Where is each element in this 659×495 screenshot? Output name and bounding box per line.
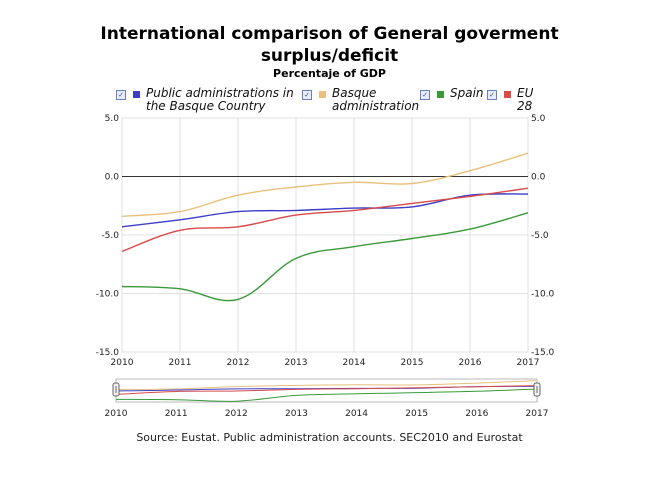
legend-checkbox-basque-administration[interactable]: ✓ <box>302 90 312 100</box>
y-tick-label-right: -15.0 <box>531 348 555 358</box>
y-tick-label-left: -5.0 <box>101 231 119 241</box>
navigator-x-labels: 2010 2011 2012 2013 2014 2015 2016 2017 <box>105 409 549 419</box>
legend-label-basque-country[interactable]: Public administrations in the Basque Cou… <box>146 87 294 113</box>
navigator-x-tick-label: 2011 <box>165 409 188 419</box>
y-tick-label-left: -10.0 <box>96 290 120 300</box>
x-tick-label: 2016 <box>459 358 482 368</box>
legend-label-line1: Public administrations in <box>146 86 294 100</box>
legend-swatch-basque-administration <box>319 91 326 98</box>
x-tick-label: 2015 <box>401 358 424 368</box>
source-note: Source: Eustat. Public administration ac… <box>136 431 523 444</box>
legend-label-eu28[interactable]: EU 28 <box>517 87 533 113</box>
legend-label-line1: Basque <box>332 86 377 100</box>
x-tick-label: 2017 <box>517 358 540 368</box>
navigator-x-tick-label: 2014 <box>345 409 368 419</box>
legend-checkbox-eu28[interactable]: ✓ <box>487 90 497 100</box>
axes: 2010 2011 2012 2013 2014 2015 2016 2017 5.0 5.0 0.… <box>96 114 555 368</box>
y-tick-label-left: 0.0 <box>105 173 120 183</box>
navigator-x-tick-label: 2016 <box>465 409 488 419</box>
legend-swatch-eu28 <box>504 91 511 98</box>
series-line-0 <box>121 193 529 228</box>
y-tick-label-left: -15.0 <box>96 348 120 358</box>
legend-checkbox-spain[interactable]: ✓ <box>420 90 430 100</box>
legend-swatch-spain <box>437 91 444 98</box>
navigator-x-tick-label: 2013 <box>285 409 308 419</box>
y-tick-label-right: -5.0 <box>531 231 549 241</box>
grid <box>121 117 529 353</box>
navigator-frame <box>115 378 538 403</box>
legend-swatch-basque-country <box>133 91 140 98</box>
series-line-2 <box>121 212 529 302</box>
x-tick-label: 2014 <box>343 358 366 368</box>
series-line-1 <box>121 152 529 217</box>
legend-label-line2: the Basque Country <box>146 99 266 113</box>
chart-subtitle: Percentaje of GDP <box>273 67 386 80</box>
y-tick-label-left: 5.0 <box>105 114 120 124</box>
x-tick-label: 2012 <box>227 358 250 368</box>
legend-label-line1: EU <box>517 86 534 100</box>
navigator[interactable] <box>112 378 541 403</box>
navigator-x-tick-label: 2015 <box>405 409 428 419</box>
chart-title-line2: surplus/deficit <box>260 46 399 66</box>
y-tick-label-right: 0.0 <box>531 173 546 183</box>
navigator-x-tick-label: 2012 <box>225 409 248 419</box>
navigator-x-tick-label: 2010 <box>105 409 128 419</box>
legend-checkbox-basque-country[interactable]: ✓ <box>116 90 126 100</box>
legend-label-line2: administration <box>332 99 420 113</box>
series-line-3 <box>121 187 529 253</box>
legend-label-spain[interactable]: Spain <box>450 87 484 100</box>
legend-label-line1: Spain <box>450 86 484 100</box>
x-tick-label: 2013 <box>285 358 308 368</box>
navigator-line-3 <box>115 385 538 395</box>
legend-label-basque-administration[interactable]: Basque administration <box>332 87 419 113</box>
series-lines <box>121 152 529 302</box>
legend-label-line2: 28 <box>517 99 533 113</box>
navigator-line-2 <box>115 388 538 402</box>
x-tick-label: 2010 <box>111 358 134 368</box>
y-tick-label-right: 5.0 <box>531 114 546 124</box>
navigator-x-tick-label: 2017 <box>526 409 549 419</box>
chart-title: International comparison of General gove… <box>100 24 559 44</box>
y-tick-label-right: -10.0 <box>531 290 555 300</box>
x-tick-label: 2011 <box>169 358 192 368</box>
navigator-line-1 <box>115 380 538 390</box>
